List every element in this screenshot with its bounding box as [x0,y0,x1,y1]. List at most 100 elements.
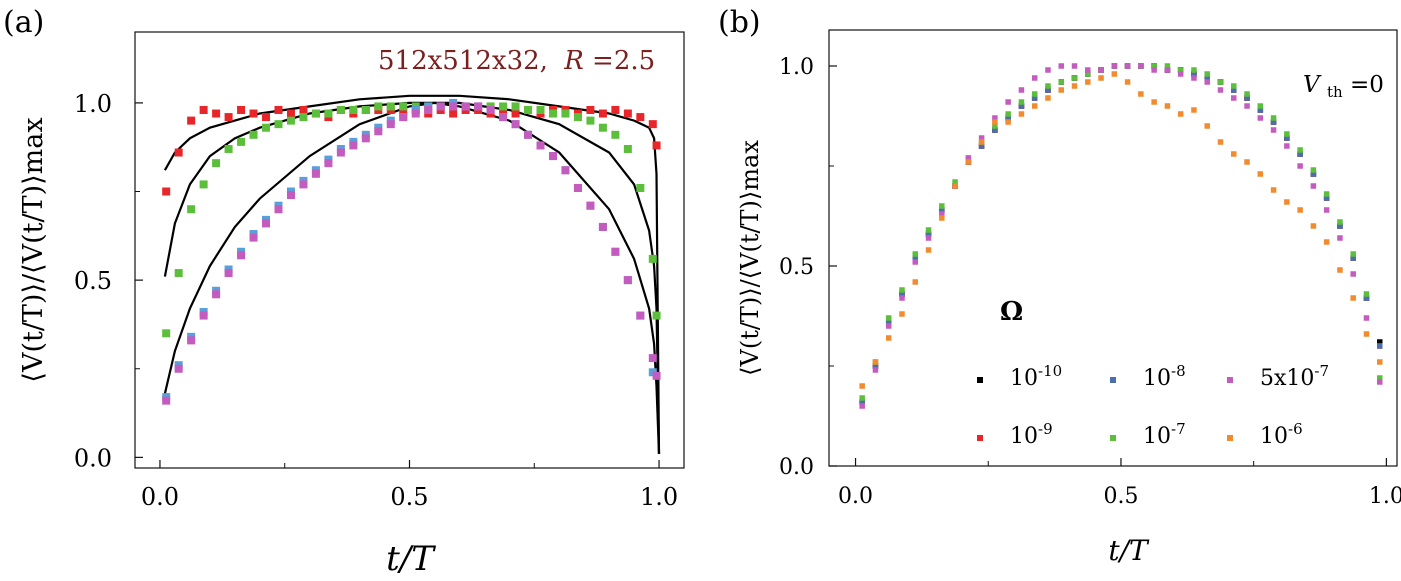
plot-frame-b [828,29,1398,467]
point-b-10^-6 [1058,87,1064,93]
point-a-magenta [449,102,458,111]
point-a-red [212,109,221,118]
point-b-10^-7 [1323,191,1330,197]
point-b-10^-6 [1231,151,1237,157]
point-b-5x10^-7 [1204,79,1210,85]
point-b-5x10^-7 [1058,63,1064,69]
point-a-red [262,113,271,122]
point-a-magenta [461,102,470,111]
point-b-10^-7 [1376,375,1383,381]
point-b-10^-8 [1350,255,1356,261]
vth-subscript: th [1327,83,1343,101]
point-b-5x10^-7 [1191,75,1197,81]
point-b-10^-10 [1376,339,1383,345]
point-b-10^-8 [1018,103,1025,109]
legend-marker [1227,435,1233,441]
point-a-green [586,116,595,125]
point-a-red [586,105,595,114]
legend-label: 10-8 [1143,362,1186,391]
point-a-green [174,269,183,278]
point-a-red [648,120,657,129]
point-a-magenta [486,105,495,114]
point-a-green [573,113,582,122]
point-b-10^-7 [1005,111,1011,117]
point-a-magenta [499,113,508,122]
point-b-10^-7 [1177,67,1184,73]
point-a-magenta [199,311,208,320]
panel-label-b: (b) [718,5,761,40]
point-a-green [598,123,607,132]
point-b-10^-6 [859,383,865,389]
legend-label: 10-10 [1010,362,1062,391]
fit-curve-2 [163,101,661,454]
point-a-magenta [349,141,358,150]
panel-label-a: (a) [3,5,44,40]
point-b-10^-7 [1270,115,1277,121]
point-a-magenta [386,120,395,129]
point-a-red [199,105,208,114]
point-b-10^-6 [1098,75,1104,81]
point-a-magenta [174,364,183,373]
point-a-green [361,105,370,114]
point-a-green [623,144,632,153]
point-a-magenta [224,269,233,278]
point-a-green [648,254,657,263]
point-b-10^-6 [1071,83,1078,89]
point-b-10^-8 [978,143,985,149]
legend-marker [977,435,983,441]
legend-marker [1110,377,1116,383]
point-b-10^-6 [1337,267,1343,273]
point-a-magenta [598,222,607,231]
y-axis-label-b-text: ⟨V(t/T)⟩/⟨V(t/T)⟩max [736,140,764,376]
point-a-green [199,180,208,189]
point-b-10^-8 [1376,343,1383,349]
point-b-10^-6 [1151,99,1157,105]
point-b-5x10^-7 [1018,87,1025,93]
point-a-red [274,105,283,114]
x-tick-label-a: 0.5 [390,483,428,511]
point-a-magenta [324,159,333,168]
point-a-magenta [524,130,533,139]
point-b-10^-8 [1310,171,1317,177]
point-b-10^-7 [1018,99,1025,105]
point-a-red [286,109,295,118]
point-b-5x10^-7 [1257,115,1264,121]
point-a-green [548,109,557,118]
point-a-green [324,109,333,118]
x-tick-label-a: 1.0 [640,483,678,511]
annotation-variable: R [563,46,584,76]
point-b-5x10^-7 [1045,67,1051,73]
point-b-10^-7 [1297,147,1303,153]
point-b-10^-6 [1270,187,1277,193]
point-b-10^-8 [1191,71,1197,77]
point-b-5x10^-7 [1031,75,1038,81]
point-a-green [299,113,308,122]
point-b-10^-6 [1204,123,1210,129]
point-a-magenta [561,166,570,175]
legend-marker [1227,377,1233,383]
point-b-10^-6 [965,159,972,165]
point-a-green [187,205,196,214]
point-b-10^-8 [1284,135,1290,141]
point-b-5x10^-7 [1270,127,1277,133]
point-a-magenta [274,205,283,214]
point-b-10^-7 [1151,63,1157,69]
point-b-10^-6 [1284,199,1290,205]
point-b-10^-7 [899,287,905,293]
annotation-value: =2.5 [592,46,655,76]
point-b-5x10^-7 [1323,207,1330,213]
x-tick-label-b: 0.0 [838,484,873,509]
annotation-prefix: 512x512x32, [378,46,548,76]
point-b-5x10^-7 [1376,379,1383,385]
point-a-green [212,159,221,168]
x-tick-label-b: 1.0 [1369,484,1401,509]
point-a-magenta [212,290,221,299]
point-a-green [636,183,645,192]
point-b-10^-6 [1376,359,1383,365]
point-b-5x10^-7 [1071,63,1078,69]
vth-value: =0 [1350,72,1384,98]
point-a-green [652,311,661,320]
point-b-10^-7 [1337,219,1343,225]
point-b-10^-8 [1323,195,1330,201]
x-axis-label-a: t/T [386,539,436,579]
